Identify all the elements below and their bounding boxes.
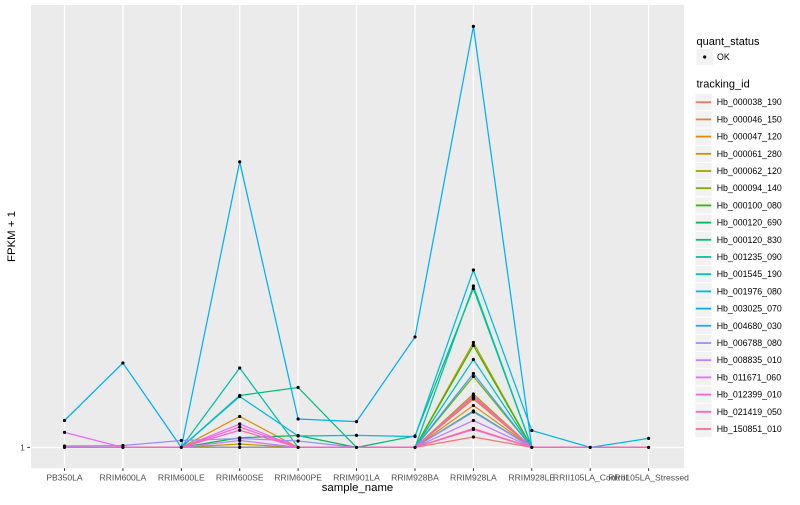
svg-text:Hb_150851_010: Hb_150851_010: [717, 424, 782, 434]
svg-text:FPKM + 1: FPKM + 1: [6, 211, 18, 262]
svg-text:RRII105LA_Stressed: RRII105LA_Stressed: [608, 473, 689, 483]
svg-text:RRIM901LA: RRIM901LA: [333, 473, 380, 483]
svg-text:tracking_id: tracking_id: [697, 79, 750, 91]
svg-text:Hb_021419_050: Hb_021419_050: [717, 407, 782, 417]
svg-text:Hb_000046_150: Hb_000046_150: [717, 114, 782, 124]
svg-text:PB350LA: PB350LA: [46, 473, 83, 483]
svg-text:Hb_000120_830: Hb_000120_830: [717, 235, 782, 245]
svg-text:Hb_000100_080: Hb_000100_080: [717, 200, 782, 210]
svg-text:Hb_008835_010: Hb_008835_010: [717, 355, 782, 365]
svg-text:sample_name: sample_name: [322, 482, 394, 494]
svg-text:RRII105LA_Control: RRII105LA_Control: [553, 473, 628, 483]
svg-text:Hb_001235_090: Hb_001235_090: [717, 252, 782, 262]
svg-text:RRIM600LE: RRIM600LE: [158, 473, 205, 483]
svg-text:Hb_001545_190: Hb_001545_190: [717, 269, 782, 279]
svg-text:Hb_004680_030: Hb_004680_030: [717, 321, 782, 331]
svg-text:RRIM600SE: RRIM600SE: [216, 473, 264, 483]
svg-text:Hb_000120_690: Hb_000120_690: [717, 218, 782, 228]
svg-text:OK: OK: [717, 52, 730, 62]
svg-text:Hb_006788_080: Hb_006788_080: [717, 338, 782, 348]
svg-text:RRIM600PE: RRIM600PE: [274, 473, 322, 483]
svg-text:Hb_000062_120: Hb_000062_120: [717, 166, 782, 176]
svg-text:Hb_000061_280: Hb_000061_280: [717, 149, 782, 159]
svg-text:Hb_000038_190: Hb_000038_190: [717, 97, 782, 107]
svg-text:quant_status: quant_status: [697, 36, 760, 48]
svg-text:RRIM928BA: RRIM928BA: [391, 473, 439, 483]
svg-text:Hb_000047_120: Hb_000047_120: [717, 132, 782, 142]
svg-text:RRIM928LA: RRIM928LA: [450, 473, 497, 483]
svg-text:Hb_000094_140: Hb_000094_140: [717, 183, 782, 193]
svg-text:RRIM600LA: RRIM600LA: [99, 473, 146, 483]
svg-text:1: 1: [20, 442, 25, 452]
svg-text:Hb_012399_010: Hb_012399_010: [717, 390, 782, 400]
svg-text:Hb_001976_080: Hb_001976_080: [717, 286, 782, 296]
svg-text:Hb_011671_060: Hb_011671_060: [717, 372, 782, 382]
svg-text:RRIM928LE: RRIM928LE: [508, 473, 555, 483]
svg-text:Hb_003025_070: Hb_003025_070: [717, 304, 782, 314]
